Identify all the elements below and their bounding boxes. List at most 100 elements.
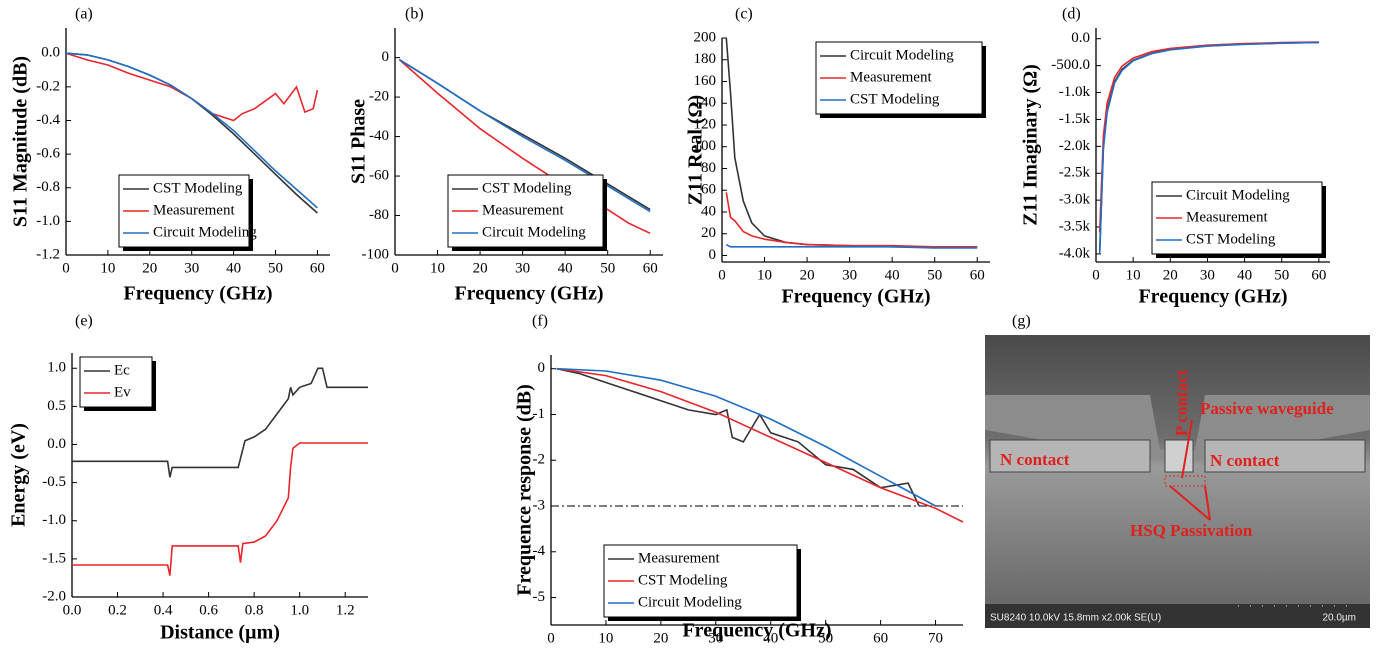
y-tick-label: -2.5k <box>1059 165 1091 181</box>
y-axis-title: Frequence response (dB) <box>514 384 536 595</box>
y-tick-label: -20 <box>369 89 389 105</box>
y-axis-title: Z11 Imaginary (Ω) <box>1020 64 1042 226</box>
legend-label: CST Modeling <box>850 91 940 107</box>
panel-label: (e) <box>75 313 93 330</box>
y-tick-label: 60 <box>701 182 716 198</box>
y-tick-label: 1.0 <box>47 360 66 376</box>
chart: (a) 0 10 20 30 40 50 60 0.0 -0.2 -0.4 -0.6 -0.8 -1.0 -… <box>10 6 330 305</box>
arrow <box>1181 419 1193 479</box>
x-axis-title: Frequency (GHz) <box>682 620 831 642</box>
x-tick-label: 10 <box>598 630 613 646</box>
y-tick-label: -500.0 <box>1051 57 1090 73</box>
legend-label: Circuit Modeling <box>153 224 257 240</box>
panel-label: (c) <box>735 6 753 23</box>
legend-label: CST Modeling <box>153 180 243 196</box>
panel-label: (a) <box>75 6 93 23</box>
x-tick-label: 60 <box>873 630 888 646</box>
y-tick-label: -1.5 <box>42 550 66 566</box>
series-line <box>65 52 318 209</box>
arrow <box>1204 485 1211 521</box>
x-axis-title: Frequency (GHz) <box>123 283 272 305</box>
y-tick-label: -60 <box>369 167 389 183</box>
x-tick-label: 30 <box>1200 267 1215 283</box>
info-bar <box>985 604 1370 628</box>
x-tick-label: 10 <box>100 260 115 276</box>
n-pad <box>989 439 1151 473</box>
y-tick-label: -0.6 <box>36 146 60 162</box>
y-tick-label: -1.5k <box>1059 111 1091 127</box>
sem-image: (g) Passive waveguide P contact N contac… <box>985 313 1370 628</box>
y-tick-label: -4.0k <box>1059 245 1091 261</box>
y-tick-label: 180 <box>694 51 717 67</box>
legend-label: Circuit Modeling <box>482 224 586 240</box>
y-tick-label: -1.0 <box>36 213 60 229</box>
x-axis-title: Distance (µm) <box>160 622 280 644</box>
x-axis-title: Frequency (GHz) <box>1138 286 1287 308</box>
info-text: SU8240 10.0kV 15.8mm x2.00k SE(U) <box>990 613 1161 624</box>
x-tick-label: 60 <box>643 260 658 276</box>
y-tick-label: 160 <box>694 73 717 89</box>
y-tick-label: -2.0 <box>42 588 66 604</box>
x-tick-label: 50 <box>927 267 942 283</box>
arrow <box>1169 485 1211 521</box>
panel-label: (d) <box>1062 6 1081 23</box>
y-tick-label: 0.5 <box>47 398 66 414</box>
x-tick-label: 60 <box>1311 267 1326 283</box>
legend <box>603 544 798 618</box>
p-pad <box>1164 439 1194 473</box>
x-tick-label: 10 <box>430 260 445 276</box>
x-tick-label: 40 <box>885 267 900 283</box>
legend-label: CST Modeling <box>638 572 728 588</box>
x-tick-label: 1.2 <box>336 602 355 618</box>
y-tick-label: -100 <box>362 246 390 262</box>
y-tick-label: 0 <box>538 360 546 376</box>
chart: (e) 0.0 0.2 0.4 0.6 0.8 1.0 1.2 1.0 0.5 0.0 -0.5 -1.… <box>8 313 368 644</box>
x-tick-label: 0.6 <box>199 602 218 618</box>
y-tick-label: -1 <box>533 406 546 422</box>
x-tick-label: 20 <box>653 630 668 646</box>
x-axis-title: Frequency (GHz) <box>781 286 930 308</box>
x-tick-label: 0 <box>391 260 399 276</box>
x-tick-label: 60 <box>310 260 325 276</box>
x-tick-label: 50 <box>818 630 833 646</box>
x-tick-label: 70 <box>928 630 943 646</box>
x-tick-label: 0.2 <box>108 602 127 618</box>
legend-label: Measurement <box>1186 209 1268 225</box>
legend-label: Circuit Modeling <box>638 594 742 610</box>
x-tick-label: 0 <box>1092 267 1100 283</box>
series-line <box>556 367 936 507</box>
x-tick-label: 30 <box>184 260 199 276</box>
legend-label: CST Modeling <box>1186 231 1276 247</box>
y-axis-title: S11 Magnitude (dB) <box>10 56 32 227</box>
annotation: HSQ Passivation <box>1130 521 1253 540</box>
legend-label: Measurement <box>850 69 932 85</box>
y-tick-label: -3.0k <box>1059 192 1091 208</box>
y-axis-title: S11 Phase <box>348 99 370 184</box>
series-line <box>398 58 651 213</box>
series-line <box>1098 41 1319 254</box>
passivation-region <box>1164 475 1206 487</box>
y-tick-label: -0.5 <box>42 474 66 490</box>
y-tick-label: 80 <box>701 160 716 176</box>
legend-label: Ec <box>114 362 130 378</box>
annotation: N contact <box>1210 451 1280 470</box>
y-tick-label: -2 <box>533 452 546 468</box>
x-tick-label: 10 <box>1126 267 1141 283</box>
x-tick-label: 20 <box>142 260 157 276</box>
x-tick-label: 40 <box>1237 267 1252 283</box>
x-tick-label: 0.4 <box>154 602 173 618</box>
x-axis-title: Frequency (GHz) <box>454 283 603 305</box>
y-tick-label: 0.0 <box>47 436 66 452</box>
chart: (b) 0 10 20 30 40 50 60 0 -20 -40 -60 -80 -100 Frequen… <box>348 6 663 305</box>
y-axis-title: Z11 Real (Ω) <box>685 95 707 205</box>
micrograph <box>985 335 1370 628</box>
y-tick-label: -80 <box>369 207 389 223</box>
legend-label: Measurement <box>638 550 720 566</box>
x-tick-label: 50 <box>268 260 283 276</box>
n-pad <box>1204 439 1366 473</box>
y-tick-label: 0 <box>709 247 717 263</box>
chart: (f) 0 10 20 30 40 50 60 70 0 -1 -2 -3 -4 -5 Frequency (… <box>514 313 964 646</box>
x-tick-label: 0 <box>547 630 555 646</box>
x-tick-label: 10 <box>757 267 772 283</box>
annotation: N contact <box>1000 450 1070 469</box>
